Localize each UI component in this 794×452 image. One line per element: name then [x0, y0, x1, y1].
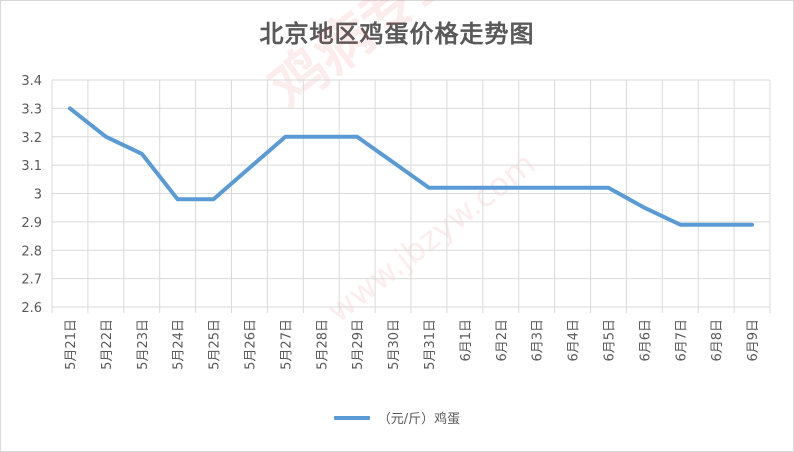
- x-tick-label: 5月24日: [172, 319, 187, 370]
- y-tick-label: 3: [34, 188, 42, 203]
- y-tick-label: 3.4: [21, 74, 42, 89]
- x-tick-label: 5月30日: [387, 319, 402, 370]
- x-tick-label: 6月2日: [495, 319, 510, 362]
- y-tick-label: 2.7: [21, 273, 42, 288]
- x-tick-label: 6月9日: [746, 319, 761, 362]
- y-tick-label: 2.6: [21, 301, 42, 316]
- y-tick-label: 3.2: [21, 131, 42, 146]
- x-tick-label: 6月8日: [710, 319, 725, 362]
- x-tick-label: 5月25日: [208, 319, 223, 370]
- y-tick-label: 3.1: [21, 159, 42, 174]
- x-tick-label: 6月3日: [531, 319, 546, 362]
- x-tick-label: 5月28日: [315, 319, 330, 370]
- legend: （元/斤）鸡蛋: [0, 408, 794, 427]
- chart-title: 北京地区鸡蛋价格走势图: [259, 20, 535, 48]
- y-tick-label: 2.8: [21, 244, 42, 259]
- x-tick-label: 5月23日: [136, 319, 151, 370]
- x-tick-label: 5月29日: [351, 319, 366, 370]
- x-tick-label: 6月7日: [674, 319, 689, 362]
- x-tick-label: 5月22日: [100, 319, 115, 370]
- x-tick-label: 6月4日: [567, 319, 582, 362]
- gridlines: [51, 79, 771, 313]
- x-tick-label: 5月31日: [423, 319, 438, 370]
- series-line-eggs: [68, 106, 754, 227]
- x-tick-label: 5月21日: [64, 319, 79, 370]
- x-tick-label: 5月27日: [279, 319, 294, 370]
- y-axis-ticks: 2.6 2.7 2.8 2.9 3 3.1 3.2 3.3 3.4: [21, 74, 42, 316]
- y-tick-label: 3.3: [21, 102, 42, 117]
- y-tick-label: 2.9: [21, 216, 42, 231]
- x-tick-label: 6月5日: [602, 319, 617, 362]
- x-tick-label: 6月1日: [459, 319, 474, 362]
- x-axis-ticks: 5月21日 5月22日 5月23日 5月24日 5月25日 5月26日 5月27日 5月28日…: [64, 319, 761, 370]
- x-tick-label: 5月26日: [243, 319, 258, 370]
- legend-label: （元/斤）鸡蛋: [377, 412, 461, 427]
- x-tick-label: 6月6日: [638, 319, 653, 362]
- legend-swatch: [333, 415, 370, 420]
